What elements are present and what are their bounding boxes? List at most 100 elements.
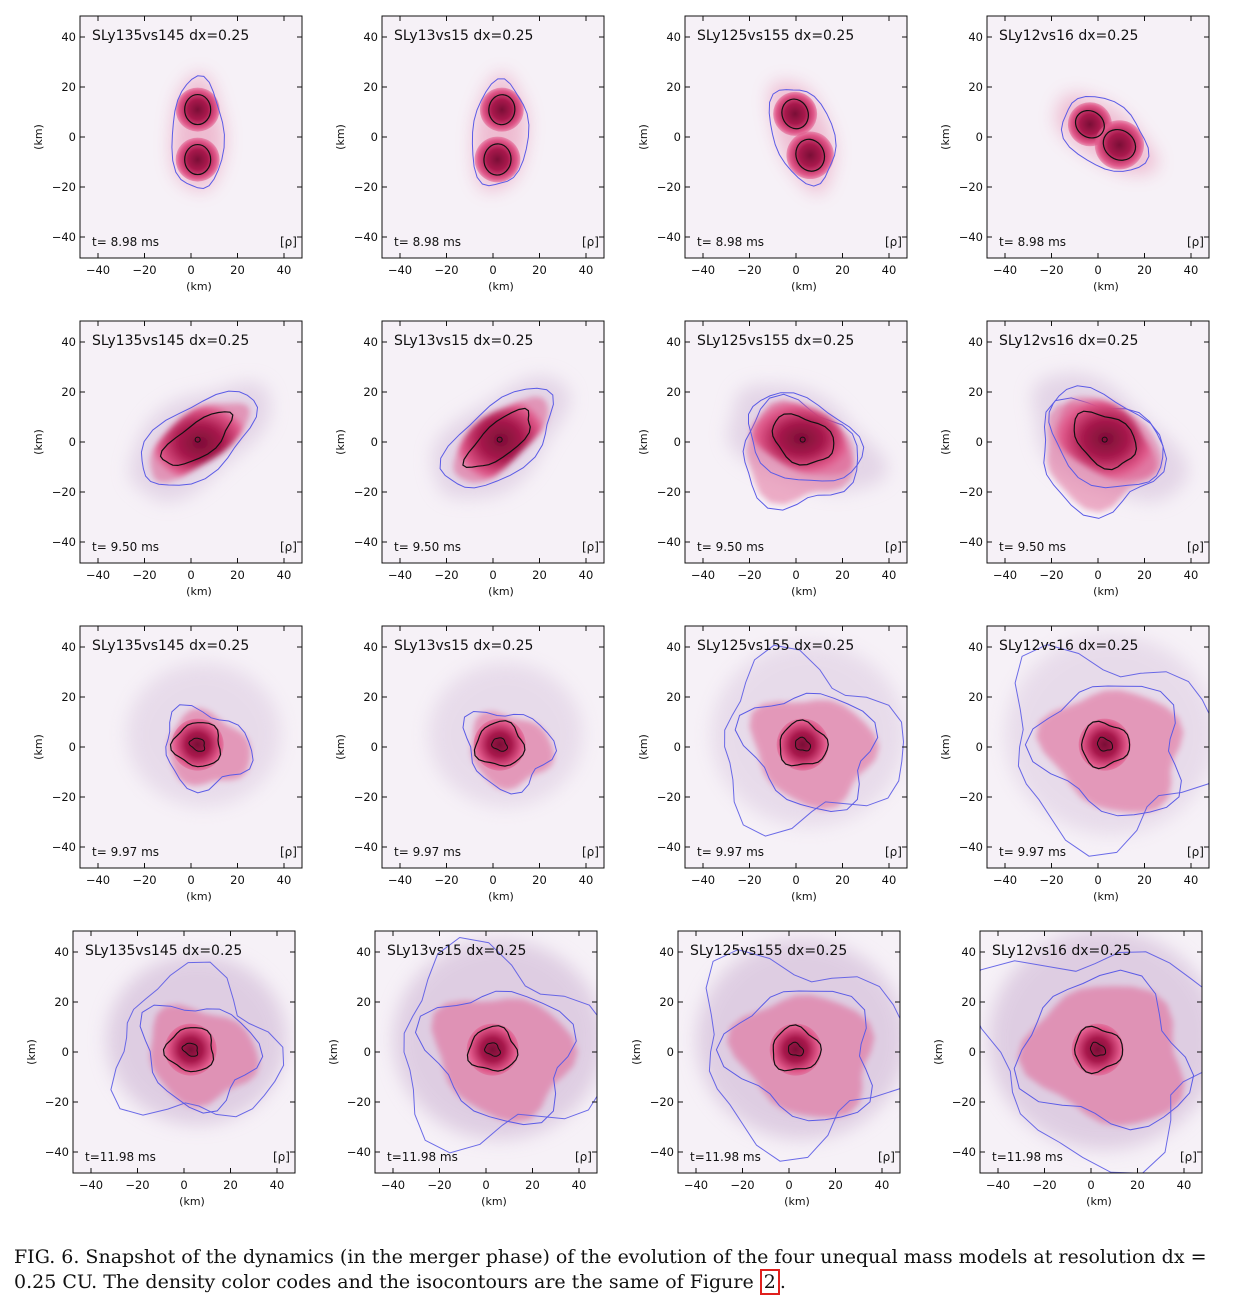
y-axis-label: (km) (334, 429, 347, 455)
y-axis-label: (km) (334, 734, 347, 760)
x-tick-label: 20 (230, 873, 245, 887)
y-axis-label: (km) (327, 1039, 340, 1065)
y-tick-label: 20 (659, 995, 674, 1009)
x-tick-label: 20 (532, 263, 547, 277)
y-tick-label: −40 (657, 230, 681, 244)
panel-title: SLy12vs16 dx=0.25 (999, 28, 1138, 44)
x-tick-label: −20 (125, 1178, 149, 1192)
field-label: [ρ] (575, 1150, 592, 1164)
panel-r2-c3: SLy12vs16 dx=0.25 t= 9.97 ms [ρ] −40 40 −20 20… (939, 625, 1210, 903)
y-tick-label: −20 (959, 790, 983, 804)
x-tick-label: 20 (835, 873, 850, 887)
y-tick-label: 40 (659, 945, 674, 959)
panel-title: SLy135vs145 dx=0.25 (85, 943, 242, 959)
x-axis-label: (km) (784, 1195, 810, 1208)
x-axis-label: (km) (791, 280, 817, 293)
x-tick-label: 0 (187, 873, 194, 887)
x-tick-label: 20 (532, 568, 547, 582)
panel-title: SLy135vs145 dx=0.25 (92, 638, 249, 654)
field-label: [ρ] (885, 845, 902, 859)
y-tick-label: 0 (674, 435, 681, 449)
y-tick-label: 40 (363, 640, 378, 654)
y-tick-label: −40 (52, 840, 76, 854)
y-tick-label: −20 (952, 1095, 976, 1109)
x-tick-label: 0 (489, 873, 496, 887)
panel-r1-c3: SLy12vs16 dx=0.25 t= 9.50 ms [ρ] −40 40 −20 20… (939, 320, 1210, 598)
time-label: t=11.98 ms (690, 1150, 761, 1164)
y-tick-label: −20 (959, 485, 983, 499)
x-axis-label: (km) (791, 585, 817, 598)
time-label: t= 9.50 ms (999, 540, 1066, 554)
figure-grid: SLy135vs145 dx=0.25 t= 8.98 ms [ρ] −40 40 −20… (25, 15, 1210, 1208)
figure-reference-link[interactable]: 2 (759, 1269, 780, 1295)
x-axis-label: (km) (1093, 585, 1119, 598)
panel-r2-c0: SLy135vs145 dx=0.25 t= 9.97 ms [ρ] −40 40 −20… (32, 625, 303, 903)
y-tick-label: −20 (959, 180, 983, 194)
panel-r0-c1: SLy13vs15 dx=0.25 t= 8.98 ms [ρ] −40 40 −20 20… (334, 15, 605, 293)
x-tick-label: 40 (572, 1178, 587, 1192)
y-tick-label: 0 (62, 1045, 69, 1059)
panel-r2-c2: SLy125vs155 dx=0.25 t= 9.97 ms [ρ] −40 40 −20… (637, 625, 908, 903)
y-tick-label: −20 (354, 790, 378, 804)
y-tick-label: −40 (657, 535, 681, 549)
x-tick-label: 40 (277, 873, 292, 887)
y-axis-label: (km) (32, 124, 45, 150)
x-tick-label: −40 (986, 1178, 1010, 1192)
x-tick-label: −40 (691, 568, 715, 582)
y-tick-label: 20 (968, 80, 983, 94)
y-tick-label: −40 (354, 230, 378, 244)
x-axis-label: (km) (488, 890, 514, 903)
x-tick-label: 0 (187, 263, 194, 277)
panel-title: SLy13vs15 dx=0.25 (394, 28, 533, 44)
x-tick-label: 40 (579, 263, 594, 277)
y-tick-label: −20 (45, 1095, 69, 1109)
x-tick-label: −20 (132, 263, 156, 277)
y-tick-label: 0 (976, 740, 983, 754)
y-tick-label: 20 (363, 80, 378, 94)
x-tick-label: −40 (79, 1178, 103, 1192)
x-tick-label: 0 (792, 873, 799, 887)
y-tick-label: 40 (61, 640, 76, 654)
y-tick-label: 20 (61, 80, 76, 94)
field-label: [ρ] (1180, 1150, 1197, 1164)
x-tick-label: 40 (1177, 1178, 1192, 1192)
x-tick-label: 0 (180, 1178, 187, 1192)
x-tick-label: −20 (737, 873, 761, 887)
x-axis-label: (km) (1086, 1195, 1112, 1208)
y-tick-label: −40 (354, 535, 378, 549)
time-label: t= 9.97 ms (394, 845, 461, 859)
y-tick-label: 20 (356, 995, 371, 1009)
y-tick-label: 0 (69, 435, 76, 449)
field-label: [ρ] (878, 1150, 895, 1164)
x-tick-label: 20 (230, 263, 245, 277)
panel-title: SLy135vs145 dx=0.25 (92, 333, 249, 349)
caption-text: FIG. 6. Snapshot of the dynamics (in the… (14, 1246, 1207, 1293)
y-tick-label: −20 (354, 485, 378, 499)
panel-r1-c2: SLy125vs155 dx=0.25 t= 9.50 ms [ρ] −40 40 −20… (637, 320, 908, 598)
y-tick-label: 40 (61, 30, 76, 44)
x-tick-label: −40 (691, 263, 715, 277)
y-tick-label: −20 (650, 1095, 674, 1109)
x-tick-label: −20 (427, 1178, 451, 1192)
caption-end: . (779, 1271, 786, 1293)
x-tick-label: 40 (882, 263, 897, 277)
y-tick-label: −40 (45, 1145, 69, 1159)
y-tick-label: 20 (666, 385, 681, 399)
x-tick-label: −20 (1039, 568, 1063, 582)
y-tick-label: 40 (61, 335, 76, 349)
y-axis-label: (km) (939, 429, 952, 455)
panel-r0-c3: SLy12vs16 dx=0.25 t= 8.98 ms [ρ] −40 40 −20 20… (939, 15, 1210, 293)
field-label: [ρ] (582, 540, 599, 554)
field-label: [ρ] (280, 845, 297, 859)
y-tick-label: 0 (364, 1045, 371, 1059)
field-label: [ρ] (280, 235, 297, 249)
x-tick-label: 20 (1137, 263, 1152, 277)
x-axis-label: (km) (186, 585, 212, 598)
panel-r3-c2: SLy125vs155 dx=0.25 t=11.98 ms [ρ] −40 40 −20… (630, 930, 901, 1208)
x-axis-label: (km) (1093, 280, 1119, 293)
field-label: [ρ] (1187, 845, 1204, 859)
y-tick-label: 40 (54, 945, 69, 959)
x-tick-label: 40 (277, 263, 292, 277)
time-label: t= 8.98 ms (999, 235, 1066, 249)
y-tick-label: −40 (959, 230, 983, 244)
